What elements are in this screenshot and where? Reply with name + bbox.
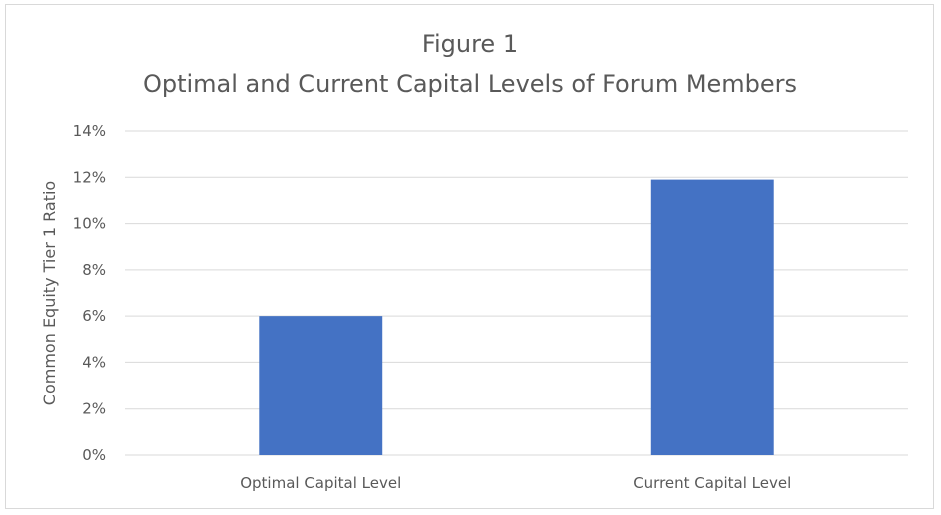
chart-subtitle: Optimal and Current Capital Levels of Fo…: [143, 70, 797, 98]
chart-frame: [5, 4, 934, 509]
y-axis-ticks: 0% 2% 4% 6% 8% 10% 12% 14%: [73, 122, 106, 464]
y-axis-title: Common Equity Tier 1 Ratio: [40, 181, 59, 405]
bar-current-capital-level: [650, 179, 774, 455]
bars: [259, 179, 774, 455]
y-tick-label: 4%: [82, 353, 106, 371]
x-tick-label: Optimal Capital Level: [240, 474, 401, 492]
y-tick-label: 8%: [82, 261, 106, 279]
bar-optimal-capital-level: [259, 316, 383, 455]
y-tick-label: 0%: [82, 446, 106, 464]
y-tick-label: 6%: [82, 307, 106, 325]
y-tick-label: 2%: [82, 400, 106, 418]
y-tick-label: 14%: [73, 122, 106, 140]
y-tick-label: 12%: [73, 168, 106, 186]
x-tick-label: Current Capital Level: [633, 474, 791, 492]
gridlines: [125, 130, 908, 456]
x-axis-ticks: Optimal Capital Level Current Capital Lev…: [240, 474, 791, 492]
y-tick-label: 10%: [73, 215, 106, 233]
chart-title: Figure 1: [422, 30, 518, 58]
